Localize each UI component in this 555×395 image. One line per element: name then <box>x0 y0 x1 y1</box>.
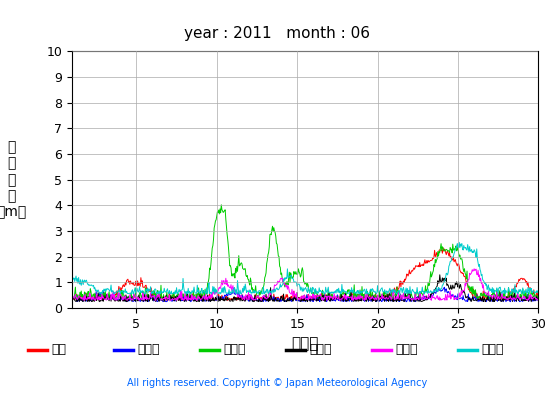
江ノ島 <box>197 297 204 302</box>
江ノ島 <box>125 296 132 301</box>
経ヶ岸 <box>436 273 443 277</box>
福江島 <box>535 296 542 301</box>
福江島 <box>324 298 330 303</box>
石廓崎 <box>218 202 225 207</box>
佐多岸 <box>376 289 383 293</box>
松前 <box>376 297 383 302</box>
松前 <box>69 297 75 302</box>
経ヶ岸 <box>77 298 84 303</box>
Text: 江ノ島: 江ノ島 <box>137 343 160 356</box>
Text: All rights reserved. Copyright © Japan Meteorological Agency: All rights reserved. Copyright © Japan M… <box>128 378 427 388</box>
佐多岸 <box>69 275 75 280</box>
経ヶ岸 <box>535 298 542 303</box>
石廓崎 <box>197 289 204 293</box>
Text: 福江島: 福江島 <box>395 343 418 356</box>
石廓崎 <box>69 297 75 301</box>
福江島 <box>125 296 132 301</box>
Line: 江ノ島: 江ノ島 <box>72 287 538 302</box>
Text: 佐多岸: 佐多岸 <box>481 343 504 356</box>
石廓崎 <box>173 295 179 300</box>
佐多岸 <box>125 292 132 296</box>
福江島 <box>69 295 75 300</box>
Line: 福江島: 福江島 <box>72 269 538 300</box>
経ヶ岸 <box>125 298 132 303</box>
経ヶ岸 <box>376 293 382 297</box>
Text: 松前: 松前 <box>51 343 66 356</box>
Line: 経ヶ岸: 経ヶ岸 <box>72 275 538 302</box>
Line: 石廓崎: 石廓崎 <box>72 205 538 299</box>
Text: 経ヶ岸: 経ヶ岸 <box>309 343 332 356</box>
松前 <box>77 295 84 300</box>
石廓崎 <box>376 289 383 294</box>
松前 <box>362 297 369 302</box>
佐多岸 <box>456 240 462 245</box>
佐多岸 <box>77 277 84 282</box>
江ノ島 <box>376 299 382 304</box>
石廓崎 <box>77 293 84 298</box>
江ノ島 <box>173 298 179 303</box>
福江島 <box>77 295 84 300</box>
江ノ島 <box>69 297 75 302</box>
福江島 <box>471 266 477 271</box>
Text: 石廓崎: 石廓崎 <box>223 343 246 356</box>
江ノ島 <box>535 295 542 300</box>
経ヶ岸 <box>482 299 488 304</box>
Text: 有
義
波
高
（m）: 有 義 波 高 （m） <box>0 140 26 219</box>
Text: year : 2011   month : 06: year : 2011 month : 06 <box>184 26 371 41</box>
福江島 <box>362 297 369 302</box>
松前 <box>197 297 204 301</box>
佐多岸 <box>169 292 175 296</box>
Line: 佐多岸: 佐多岸 <box>72 243 538 294</box>
松前 <box>535 292 542 296</box>
福江島 <box>376 297 383 302</box>
経ヶ岸 <box>69 297 75 302</box>
福江島 <box>197 297 204 302</box>
佐多岸 <box>362 291 369 296</box>
石廓崎 <box>487 297 494 301</box>
経ヶ岸 <box>173 296 179 301</box>
福江島 <box>173 297 179 301</box>
Line: 松前: 松前 <box>72 248 538 300</box>
松前 <box>440 245 446 250</box>
佐多岸 <box>198 288 204 293</box>
江ノ島 <box>475 299 481 304</box>
佐多岸 <box>173 285 180 290</box>
石廓崎 <box>362 295 369 300</box>
松前 <box>125 280 132 285</box>
松前 <box>300 298 307 303</box>
江ノ島 <box>77 298 84 303</box>
佐多岸 <box>535 290 542 295</box>
江ノ島 <box>441 285 448 290</box>
経ヶ岸 <box>362 295 369 299</box>
経ヶ岸 <box>197 296 204 301</box>
江ノ島 <box>362 297 369 301</box>
石廓崎 <box>125 294 132 299</box>
X-axis label: （日）: （日） <box>291 337 319 352</box>
松前 <box>173 296 179 301</box>
石廓崎 <box>535 296 542 301</box>
